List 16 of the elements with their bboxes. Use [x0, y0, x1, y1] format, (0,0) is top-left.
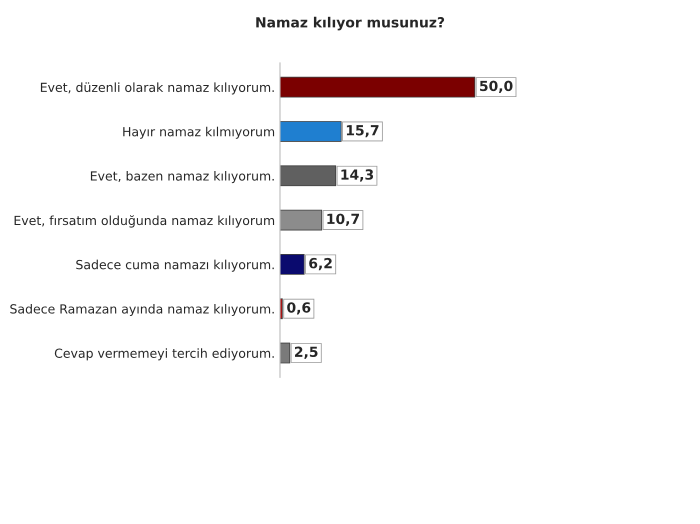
y-tick-label: Evet, bazen namaz kılıyorum.	[90, 171, 274, 184]
data-label: 6,2	[309, 258, 332, 270]
y-tick-label: Sadece cuma namazı kılıyorum.	[76, 260, 274, 272]
data-label: 50,0	[480, 80, 513, 93]
y-tick-label: Cevap vermemeyi tercih ediyorum.	[54, 348, 274, 360]
data-label: 15,7	[346, 125, 378, 138]
y-tick-label: Evet, düzenli olarak namaz kılıyorum.	[40, 82, 274, 94]
bar	[280, 298, 283, 320]
y-tick-label: Evet, fırsatım olduğunda namaz kılıyorum	[14, 215, 274, 228]
data-label: 0,6	[287, 302, 310, 315]
y-tick-label: Hayır namaz kılmıyorum	[123, 126, 274, 139]
chart-title: Namaz kılıyor musunuz?	[256, 16, 444, 30]
data-label: 14,3	[341, 169, 374, 182]
data-label: 10,7	[327, 214, 360, 226]
y-tick-label: Sadece Ramazan ayında namaz kılıyorum.	[10, 304, 274, 316]
data-label: 2,5	[295, 346, 318, 359]
